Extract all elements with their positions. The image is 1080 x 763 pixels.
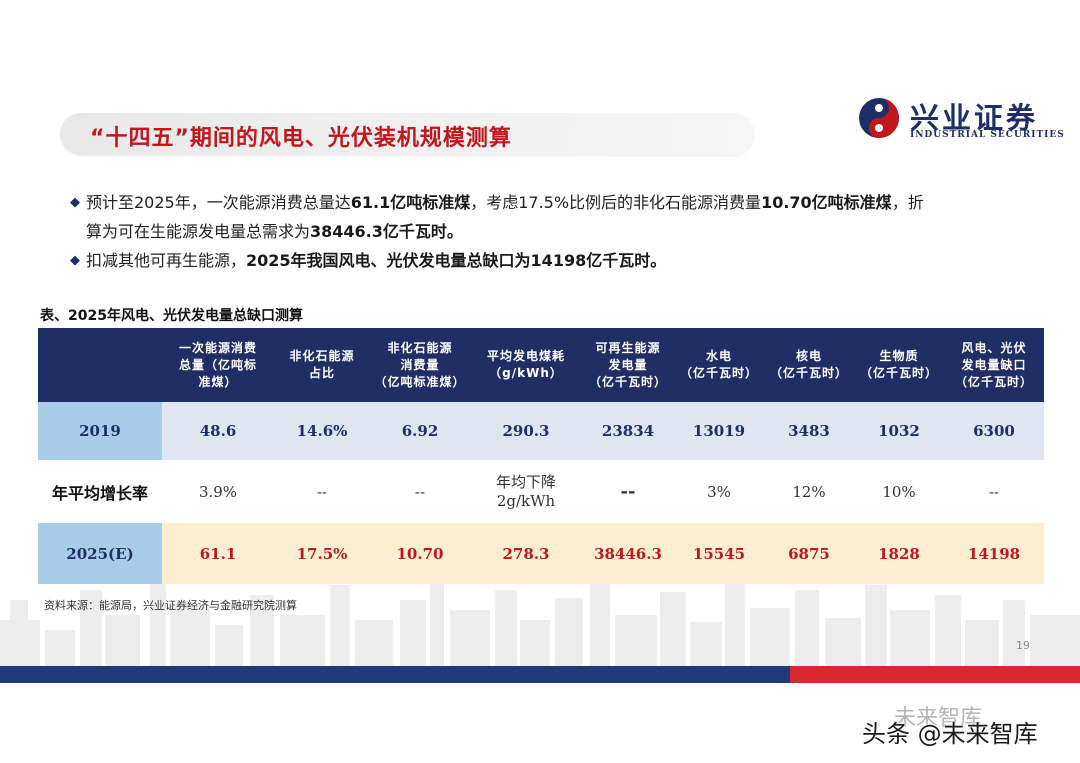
table-cell: --: [582, 460, 674, 523]
row-label: 2025(E): [38, 523, 162, 584]
table-caption: 表、2025年风电、光伏发电量总缺口测算: [40, 308, 303, 324]
bullet-highlight: 38446.3亿千瓦时。: [310, 222, 463, 241]
table-cell: 6875: [764, 523, 854, 584]
header-cell: 核电 （亿千瓦时）: [764, 328, 854, 402]
bullet-item: ◆ 预计至2025年，一次能源消费总量达61.1亿吨标准煤，考虑17.5%比例后…: [70, 188, 1030, 217]
row-label: 年平均增长率: [38, 460, 162, 523]
table-cell: 38446.3: [582, 523, 674, 584]
table-cell: --: [274, 460, 370, 523]
row-label: 2019: [38, 402, 162, 460]
table-cell: 年均下降 2g/kWh: [470, 460, 582, 523]
header-cell: 生物质 （亿千瓦时）: [854, 328, 944, 402]
bullet-item-continuation: 算为可在生能源发电量总需求为38446.3亿千瓦时。: [70, 217, 1030, 246]
table-cell: 6.92: [370, 402, 470, 460]
title-bar: “十四五”期间的风电、光伏装机规模测算: [60, 113, 754, 155]
bullet-text: ，考虑17.5%比例后的非化石能源消费量: [470, 193, 762, 212]
table-cell: 3483: [764, 402, 854, 460]
table-row: 2025(E) 61.1 17.5% 10.70 278.3 38446.3 15545 68…: [38, 523, 1044, 584]
table-cell: 6300: [944, 402, 1044, 460]
header-cell: 非化石能源 消费量 （亿吨标准煤）: [370, 328, 470, 402]
table-cell: 17.5%: [274, 523, 370, 584]
table-cell: 1828: [854, 523, 944, 584]
city-skyline-background: [0, 560, 1080, 670]
header-cell: 平均发电煤耗 （g/kWh）: [470, 328, 582, 402]
table-cell: 14.6%: [274, 402, 370, 460]
header-cell: 可再生能源 发电量 （亿千瓦时）: [582, 328, 674, 402]
table-row: 年平均增长率 3.9% -- -- 年均下降 2g/kWh -- 3% 12% 10% --: [38, 460, 1044, 523]
bullet-text: ，折: [891, 193, 924, 212]
table-cell: 3%: [674, 460, 764, 523]
slide-title: “十四五”期间的风电、光伏装机规模测算: [90, 126, 512, 151]
logo-text-cn: 兴业证券: [910, 101, 1039, 135]
table-cell: 290.3: [470, 402, 582, 460]
watermark-faint-text: 未来智库: [894, 706, 983, 731]
table-cell: 23834: [582, 402, 674, 460]
table-cell: 61.1: [162, 523, 274, 584]
header-cell: 一次能源消费 总量（亿吨标 准煤）: [162, 328, 274, 402]
company-logo: 兴业证券 INDUSTRIAL SECURITIES: [858, 95, 1068, 145]
footer-bar-red: [790, 666, 1080, 683]
table-header-row: 一次能源消费 总量（亿吨标 准煤） 非化石能源 占比 非化石能源 消费量 （亿吨标准煤） 平均发…: [38, 328, 1044, 402]
bullet-text: 预计至2025年，一次能源消费总量达: [86, 193, 351, 212]
table-cell: 15545: [674, 523, 764, 584]
header-cell: 非化石能源 占比: [274, 328, 370, 402]
table-cell: 48.6: [162, 402, 274, 460]
bullet-highlight: 10.70亿吨标准煤: [761, 193, 892, 212]
table-cell: 1032: [854, 402, 944, 460]
table-cell: 3.9%: [162, 460, 274, 523]
table-cell: 13019: [674, 402, 764, 460]
table-cell: 278.3: [470, 523, 582, 584]
diamond-bullet-icon: ◆: [70, 195, 80, 210]
page-number: 19: [1016, 639, 1030, 652]
table-cell: --: [370, 460, 470, 523]
table-cell: 10%: [854, 460, 944, 523]
bullet-list: ◆ 预计至2025年，一次能源消费总量达61.1亿吨标准煤，考虑17.5%比例后…: [70, 188, 1030, 275]
source-note: 资料来源：能源局，兴业证券经济与金融研究院测算: [44, 599, 297, 612]
watermark-main-text: 头条 @未来智库: [862, 720, 1038, 748]
footer-bar-blue: [0, 666, 790, 683]
bullet-highlight: 61.1亿吨标准煤: [350, 193, 471, 212]
bullet-text: 扣减其他可再生能源，: [86, 251, 247, 270]
bullet-text: 算为可在生能源发电量总需求为: [86, 222, 311, 241]
logo-text-en: INDUSTRIAL SECURITIES: [910, 130, 1065, 140]
table-cell: 10.70: [370, 523, 470, 584]
table-cell: --: [944, 460, 1044, 523]
diamond-bullet-icon: ◆: [70, 253, 80, 268]
data-table: 一次能源消费 总量（亿吨标 准煤） 非化石能源 占比 非化石能源 消费量 （亿吨标准煤） 平均发…: [38, 328, 1044, 584]
header-cell-blank: [38, 328, 162, 402]
bullet-highlight: 2025年我国风电、光伏发电量总缺口为14198亿千瓦时。: [246, 251, 667, 270]
logo-mark-icon: [859, 98, 899, 138]
header-cell: 水电 （亿千瓦时）: [674, 328, 764, 402]
table-cell: 12%: [764, 460, 854, 523]
bullet-item: ◆ 扣减其他可再生能源，2025年我国风电、光伏发电量总缺口为14198亿千瓦时…: [70, 246, 1030, 275]
table-row: 2019 48.6 14.6% 6.92 290.3 23834 13019 3483 1032…: [38, 402, 1044, 460]
header-cell: 风电、光伏 发电量缺口 （亿千瓦时）: [944, 328, 1044, 402]
watermark: 未来智库 头条 @未来智库: [848, 700, 1068, 760]
table-cell: 14198: [944, 523, 1044, 584]
